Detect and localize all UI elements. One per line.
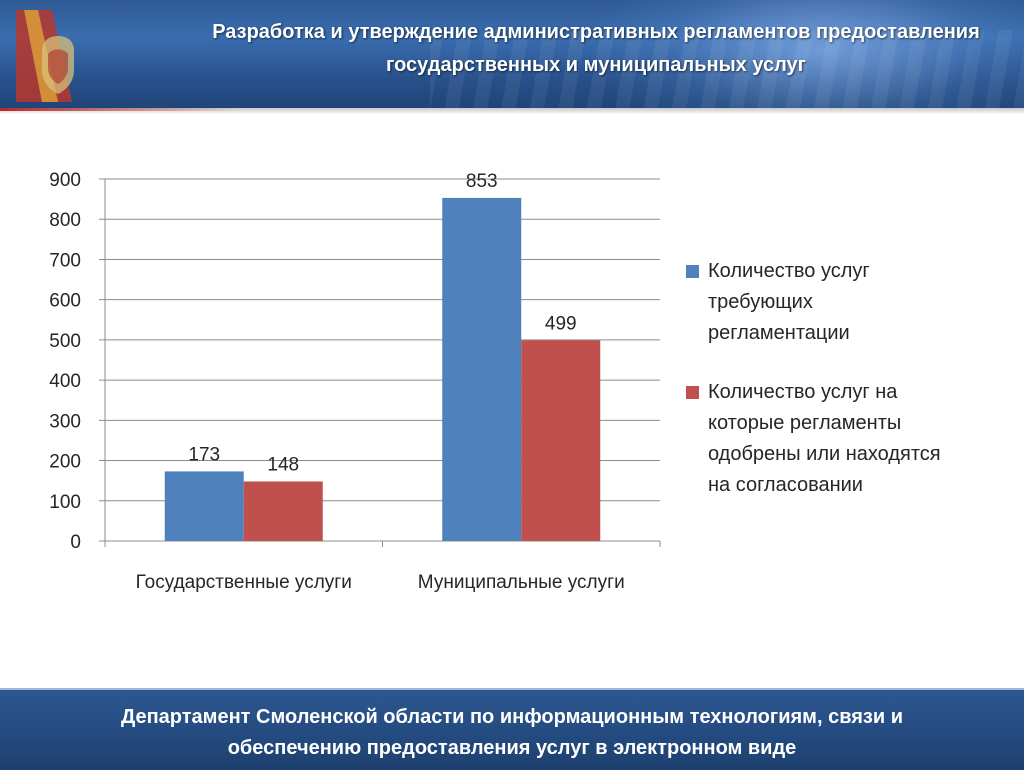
bar-approved <box>243 481 323 541</box>
legend-item: Количество услуг на которые регламенты одо… <box>686 377 1006 501</box>
legend-label-line: которые регламенты <box>708 412 902 434</box>
y-tick-label: 300 <box>49 411 81 432</box>
bar-required <box>442 197 522 541</box>
bar-required <box>164 471 244 541</box>
legend-label-line: одобрены или находятся <box>708 443 941 465</box>
legend-swatch <box>686 265 699 278</box>
header-keyboard-pattern <box>430 30 1024 108</box>
chart-bars <box>164 197 601 541</box>
data-label: 148 <box>267 454 299 475</box>
header-glow <box>584 0 1024 108</box>
x-category-label: Муниципальные услуги <box>418 572 625 593</box>
y-tick-label: 400 <box>49 371 81 392</box>
footer-text: Департамент Смоленской области по информ… <box>0 702 1024 764</box>
data-label: 499 <box>545 313 577 334</box>
y-tick-label: 200 <box>49 452 81 473</box>
header-divider-accent <box>0 108 240 111</box>
legend-label-line: требующих <box>708 291 813 313</box>
data-label: 173 <box>188 444 220 465</box>
slide-footer: Департамент Смоленской области по информ… <box>0 688 1024 770</box>
data-labels: 173 148 853 499 <box>188 171 576 476</box>
y-tick-label: 100 <box>49 492 81 513</box>
slide-title-line-1: Разработка и утверждение административны… <box>212 21 980 43</box>
data-label: 853 <box>466 171 498 192</box>
chart-legend: Количество услуг требующих регламентации Ко… <box>686 256 1006 529</box>
legend-swatch <box>686 386 699 399</box>
y-tick-label: 800 <box>49 210 81 231</box>
header-divider <box>0 108 1024 114</box>
y-tick-label: 500 <box>49 331 81 352</box>
y-axis-ticks: 0 100 200 300 400 500 600 700 800 900 <box>49 170 81 553</box>
y-tick-label: 900 <box>49 170 81 191</box>
bar-approved <box>521 340 601 541</box>
bar-chart: 0 100 200 300 400 500 600 700 800 900 173 148 853 49… <box>49 170 661 593</box>
legend-item: Количество услуг требующих регламентации <box>686 256 1006 349</box>
y-tick-label: 700 <box>49 250 81 271</box>
y-tick-label: 0 <box>70 532 81 553</box>
legend-label-line: регламентации <box>708 322 850 344</box>
legend-label-line: на согласовании <box>708 474 863 496</box>
y-tick-label: 600 <box>49 291 81 312</box>
footer-line-2: обеспечению предоставления услуг в элект… <box>227 737 797 759</box>
coat-of-arms-icon <box>16 10 74 102</box>
legend-label-line: Количество услуг на <box>708 381 898 403</box>
footer-line-1: Департамент Смоленской области по информ… <box>120 706 904 728</box>
x-axis-categories: Государственные услуги Муниципальные услу… <box>136 572 625 593</box>
slide-title: Разработка и утверждение административны… <box>96 16 1024 82</box>
x-category-label: Государственные услуги <box>136 572 352 593</box>
slide-title-line-2: государственных и муниципальных услуг <box>386 54 806 76</box>
legend-label-line: Количество услуг <box>708 260 870 282</box>
slide-header: Разработка и утверждение административны… <box>0 0 1024 108</box>
